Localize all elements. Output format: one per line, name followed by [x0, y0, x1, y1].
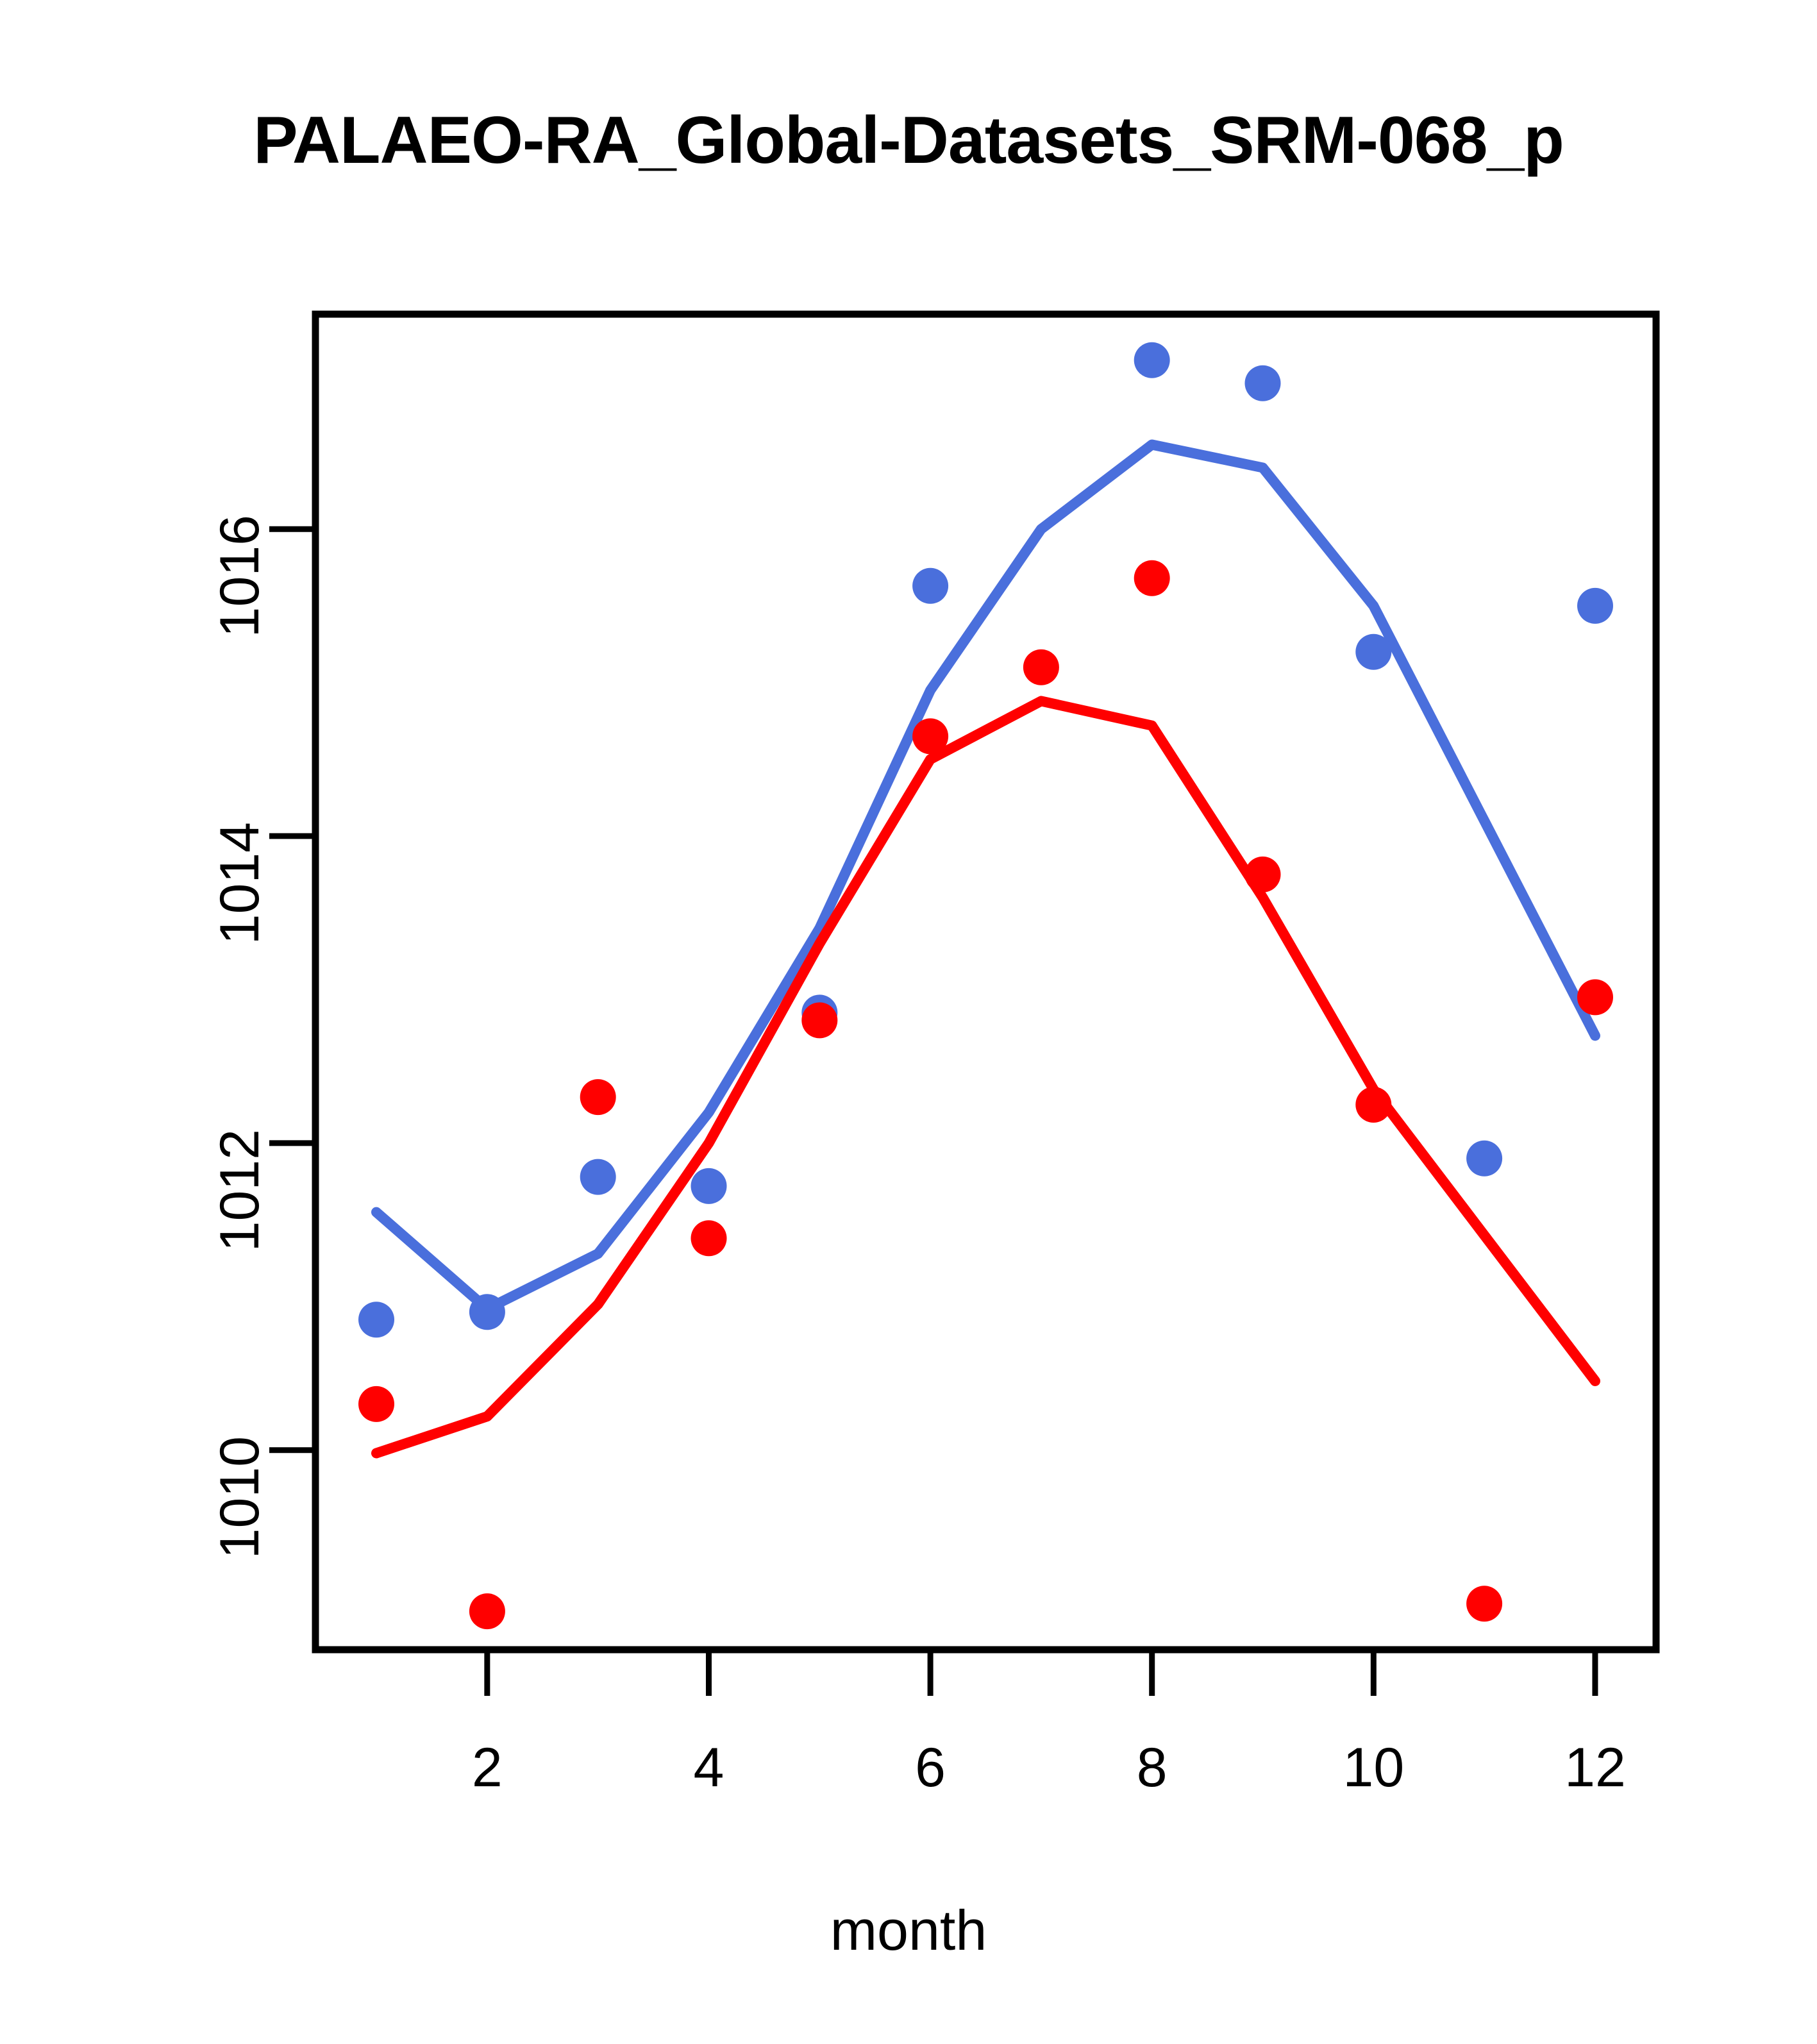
page-title: PALAEO-RA_Global-Datasets_SRM-068_p	[253, 103, 1564, 178]
data-point-blue-points	[1466, 1140, 1503, 1177]
data-point-red-points	[1134, 560, 1170, 596]
y-axis-tick-label: 1016	[209, 515, 271, 638]
y-axis-tick-label: 1014	[209, 822, 271, 945]
data-point-red-points	[580, 1079, 616, 1116]
x-axis-tick-label: 10	[1343, 1737, 1405, 1798]
data-point-red-points	[1244, 856, 1281, 892]
data-point-blue-points	[1355, 633, 1392, 670]
x-axis-tick-label: 2	[471, 1737, 503, 1798]
y-axis-tick-label: 1012	[209, 1128, 271, 1252]
y-axis-ticks	[269, 526, 315, 1453]
x-axis-label: month	[830, 1898, 987, 1962]
data-point-red-points	[1355, 1087, 1392, 1123]
data-point-red-points	[1577, 979, 1613, 1016]
x-axis-tick-label: 4	[693, 1737, 724, 1798]
series-line-blue-line	[371, 439, 1600, 1314]
data-point-blue-points	[691, 1168, 727, 1204]
data-point-red-points	[469, 1593, 505, 1630]
data-point-blue-points	[580, 1159, 616, 1195]
data-point-blue-points	[1244, 365, 1281, 401]
data-point-red-points	[358, 1386, 394, 1422]
data-point-red-points	[1023, 649, 1059, 685]
series-layer	[358, 342, 1613, 1630]
data-point-red-points	[1466, 1586, 1503, 1622]
data-point-blue-points	[469, 1294, 505, 1330]
data-point-red-points	[691, 1220, 727, 1257]
x-axis-tick-label: 12	[1564, 1737, 1626, 1798]
plot-frame	[312, 310, 1660, 1654]
data-point-red-points	[912, 718, 949, 755]
x-axis-ticks	[484, 1650, 1598, 1696]
series-line-red-line	[371, 696, 1600, 1459]
data-point-blue-points	[1577, 587, 1613, 624]
y-axis-tick-label: 1010	[209, 1436, 271, 1559]
x-axis-tick-label: 8	[1136, 1737, 1168, 1798]
data-point-red-points	[801, 1002, 838, 1039]
data-point-blue-points	[1134, 342, 1170, 378]
data-point-blue-points	[912, 567, 949, 604]
data-point-blue-points	[358, 1302, 394, 1338]
x-axis-tick-label: 6	[915, 1737, 946, 1798]
